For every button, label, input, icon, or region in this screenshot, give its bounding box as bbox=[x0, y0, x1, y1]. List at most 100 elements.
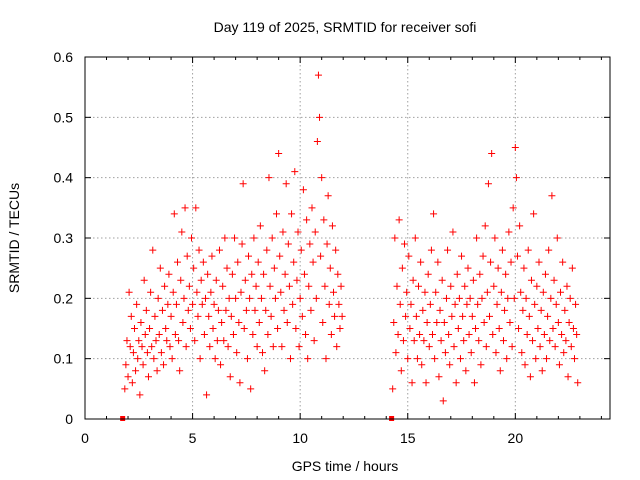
data-point bbox=[246, 294, 254, 302]
data-point bbox=[447, 282, 455, 290]
data-point bbox=[182, 343, 190, 351]
data-point bbox=[562, 337, 570, 345]
data-point bbox=[333, 343, 341, 351]
data-point bbox=[564, 373, 572, 381]
data-point bbox=[203, 391, 211, 399]
data-point bbox=[130, 325, 138, 332]
data-point bbox=[481, 222, 489, 230]
data-point bbox=[483, 288, 491, 296]
data-point bbox=[317, 252, 325, 260]
x-tick-label: 15 bbox=[400, 430, 416, 446]
data-point bbox=[442, 294, 450, 302]
y-tick-label: 0.1 bbox=[54, 351, 74, 367]
data-point bbox=[123, 337, 131, 345]
data-point bbox=[153, 367, 161, 375]
data-point bbox=[519, 306, 527, 314]
data-point bbox=[507, 258, 515, 266]
data-point bbox=[293, 276, 301, 284]
data-point bbox=[572, 300, 580, 308]
data-point bbox=[412, 312, 420, 320]
data-point bbox=[191, 337, 199, 345]
data-point bbox=[213, 337, 221, 345]
data-point bbox=[533, 282, 541, 290]
data-point bbox=[275, 150, 283, 158]
data-points bbox=[121, 71, 582, 405]
data-point bbox=[458, 252, 466, 260]
data-point bbox=[176, 367, 184, 375]
data-point bbox=[236, 379, 244, 387]
data-point bbox=[448, 312, 456, 320]
data-point bbox=[440, 318, 448, 326]
data-point bbox=[555, 361, 563, 369]
data-point bbox=[160, 361, 168, 369]
data-point bbox=[166, 343, 174, 351]
data-point bbox=[428, 331, 436, 339]
x-tick-label: 0 bbox=[81, 430, 89, 446]
data-point bbox=[150, 355, 158, 363]
data-point bbox=[321, 282, 329, 290]
data-point bbox=[451, 300, 459, 308]
data-point bbox=[211, 355, 219, 363]
data-point bbox=[266, 282, 274, 290]
data-point bbox=[492, 349, 500, 357]
data-point bbox=[529, 337, 537, 345]
data-point bbox=[316, 113, 324, 121]
data-point bbox=[425, 343, 433, 351]
data-point bbox=[413, 355, 421, 363]
data-point bbox=[405, 252, 413, 260]
data-point bbox=[239, 180, 247, 188]
data-point bbox=[241, 276, 249, 284]
data-point bbox=[539, 288, 547, 296]
data-point bbox=[424, 270, 432, 278]
data-point bbox=[168, 355, 176, 363]
data-point bbox=[135, 337, 143, 345]
data-point bbox=[139, 361, 147, 369]
data-point bbox=[298, 312, 306, 320]
data-point bbox=[278, 343, 286, 351]
data-point bbox=[335, 300, 343, 308]
data-point bbox=[488, 150, 496, 158]
data-point bbox=[163, 337, 171, 345]
data-point bbox=[484, 180, 492, 188]
data-point bbox=[207, 288, 215, 296]
data-point bbox=[308, 204, 316, 212]
data-point bbox=[436, 306, 444, 314]
data-point bbox=[557, 288, 565, 296]
data-point bbox=[294, 228, 302, 236]
data-point bbox=[198, 300, 206, 308]
data-point bbox=[420, 337, 428, 345]
data-point bbox=[477, 361, 485, 369]
data-point bbox=[487, 258, 495, 266]
data-point bbox=[410, 337, 418, 345]
data-point bbox=[144, 373, 152, 381]
data-point bbox=[129, 349, 137, 357]
data-point bbox=[509, 204, 517, 212]
data-point bbox=[392, 349, 400, 357]
data-point bbox=[164, 300, 172, 308]
data-point bbox=[143, 349, 151, 357]
data-point bbox=[304, 355, 312, 363]
data-point bbox=[221, 234, 229, 242]
data-point bbox=[277, 288, 285, 296]
data-point bbox=[285, 282, 293, 290]
data-point bbox=[271, 294, 279, 302]
data-point bbox=[254, 258, 262, 266]
data-point bbox=[469, 276, 477, 284]
data-point bbox=[338, 312, 346, 320]
data-point bbox=[189, 300, 197, 308]
data-point bbox=[403, 288, 411, 296]
data-point bbox=[215, 246, 223, 254]
data-point bbox=[473, 234, 481, 242]
data-point bbox=[540, 331, 548, 339]
data-point bbox=[510, 294, 518, 302]
data-point bbox=[179, 318, 187, 326]
data-point bbox=[127, 312, 135, 320]
data-point bbox=[495, 325, 503, 332]
data-point bbox=[552, 300, 560, 308]
data-point bbox=[460, 337, 468, 345]
data-point bbox=[219, 282, 227, 290]
data-point bbox=[468, 312, 476, 320]
data-point bbox=[134, 355, 142, 363]
data-point bbox=[534, 325, 542, 332]
data-point bbox=[245, 252, 253, 260]
